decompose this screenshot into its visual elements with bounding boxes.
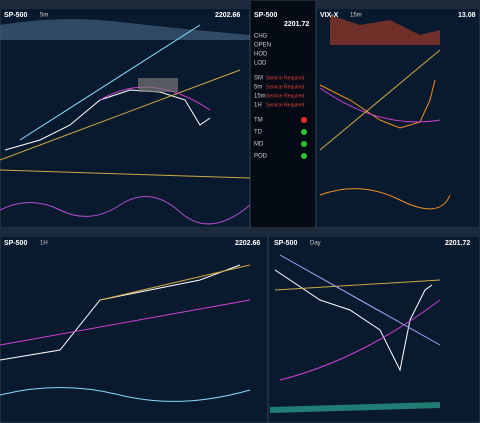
zone [138, 78, 178, 92]
trend-line [19, 24, 201, 141]
signal-dot [301, 117, 307, 123]
quote-bg [249, 0, 317, 229]
symbol: SP-500 [4, 240, 27, 247]
status-text: Service Required [266, 102, 305, 108]
status-text: Service Required [266, 93, 305, 99]
average-line [319, 87, 441, 123]
price-line [0, 264, 241, 361]
signal-dot [301, 153, 307, 159]
interval: 1H [40, 241, 48, 247]
trend-line [99, 264, 251, 301]
signal-label: TM [254, 118, 263, 124]
quote-symbol: SP-500 [254, 12, 277, 19]
oscillator [319, 188, 451, 210]
title-bar [0, 0, 250, 9]
price: 2201.72 [445, 240, 470, 247]
quote-price: 2201.72 [284, 21, 309, 28]
indicator-area [330, 15, 440, 45]
symbol: VIX-X [320, 12, 339, 19]
status-text: Service Required [266, 84, 305, 90]
oscillator [0, 196, 251, 225]
signal-label: POD [254, 154, 268, 160]
trend-line [279, 254, 441, 346]
interval: Day [310, 241, 321, 247]
price: 2202.66 [215, 12, 240, 19]
signal-dot [301, 141, 307, 147]
quote-label: HOD [254, 52, 268, 58]
price-line [319, 79, 436, 129]
interval: 15m [350, 13, 362, 19]
title-bar [316, 0, 480, 9]
interval: 5m [40, 13, 48, 19]
price-line [4, 89, 211, 151]
indicator-area [0, 19, 250, 40]
price: 2202.66 [235, 240, 260, 247]
signal-label: MD [254, 142, 264, 148]
panel-bg [0, 227, 269, 423]
trend-line [0, 169, 251, 179]
symbol: SP-500 [4, 12, 27, 19]
quote-label: CHG [254, 34, 268, 40]
status-text: Service Required [266, 75, 305, 81]
average-line [279, 299, 441, 381]
title-bar [0, 228, 268, 237]
title-bar [268, 228, 480, 237]
oscillator [0, 387, 251, 402]
price: 13.08 [458, 12, 476, 19]
status-label: 15m [254, 94, 266, 100]
volume [269, 402, 441, 413]
price-line [274, 269, 433, 372]
status-label: 5m [254, 85, 262, 91]
average-line [0, 299, 251, 346]
trend-line [0, 69, 241, 161]
status-label: SM [254, 76, 263, 82]
symbol: SP-500 [274, 240, 297, 247]
quote-label: OPEN [254, 43, 271, 49]
quote-label: LOD [254, 61, 267, 67]
signal-dot [301, 129, 307, 135]
status-label: 1H [254, 103, 262, 109]
trend-line [319, 49, 441, 151]
trend-line [274, 279, 441, 291]
signal-label: TD [254, 130, 263, 136]
